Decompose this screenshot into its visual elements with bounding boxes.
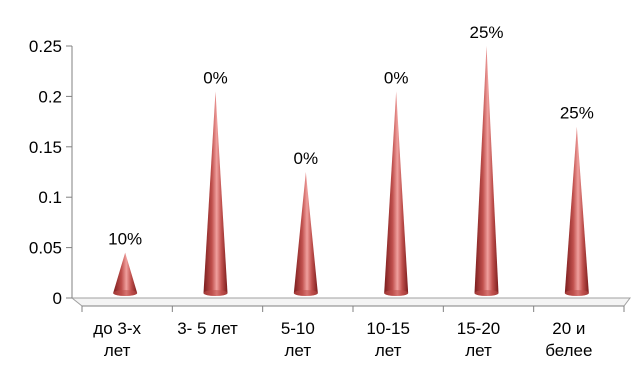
cone-bar — [564, 126, 589, 296]
cone-base — [293, 290, 318, 296]
y-tick-label: 0.15 — [29, 138, 62, 157]
y-tick-label: 0.1 — [38, 188, 62, 207]
floor-plane — [70, 297, 631, 307]
category-labels: до 3-х лет 3- 5 лет 5-10 лет 10-15 лет 15-20 лет… — [93, 319, 592, 360]
x-tick-label: лет — [104, 341, 131, 360]
cone-body — [113, 252, 138, 296]
data-label: 25% — [560, 104, 594, 123]
cone-body — [203, 91, 228, 296]
x-tick-label: лет — [465, 341, 492, 360]
cone-bar — [474, 46, 499, 296]
x-ticks — [81, 306, 625, 312]
cone-bar — [203, 91, 228, 296]
data-label: 0% — [203, 68, 228, 87]
data-label: 10% — [108, 230, 142, 249]
x-tick-label: 3- 5 лет — [177, 319, 238, 338]
floor — [70, 297, 631, 307]
x-tick-label: 15-20 — [457, 319, 500, 338]
cones — [113, 46, 589, 296]
cone-base — [203, 290, 228, 296]
cone-body — [474, 46, 499, 296]
x-tick-label: лет — [285, 341, 312, 360]
cone-bar — [384, 91, 409, 296]
data-label: 0% — [294, 149, 319, 168]
data-label: 0% — [384, 68, 409, 87]
cone-body — [293, 172, 318, 296]
x-tick-label: лет — [375, 341, 402, 360]
x-tick-label: 5-10 — [281, 319, 315, 338]
x-tick-label: 20 и — [552, 319, 585, 338]
cone-bar — [293, 172, 318, 296]
y-tick-label: 0 — [53, 289, 62, 308]
data-labels: 10% 0% 0% 0% 25% 25% — [108, 23, 594, 249]
cone-base — [113, 290, 138, 296]
data-label: 25% — [469, 23, 503, 42]
cone-base — [474, 290, 499, 296]
y-tick-label: 0.25 — [29, 37, 62, 56]
x-tick-label: 10-15 — [366, 319, 409, 338]
cone-base — [564, 290, 589, 296]
y-ticks: 0 0.05 0.1 0.15 0.2 0.25 — [29, 37, 72, 308]
x-tick-label: до 3-х — [93, 319, 141, 338]
y-tick-label: 0.2 — [38, 87, 62, 106]
y-tick-label: 0.05 — [29, 239, 62, 258]
x-tick-label: белее — [545, 341, 592, 360]
cone-bar — [113, 252, 138, 296]
cone-base — [384, 290, 409, 296]
cone-body — [384, 91, 409, 296]
cone-body — [564, 126, 589, 296]
